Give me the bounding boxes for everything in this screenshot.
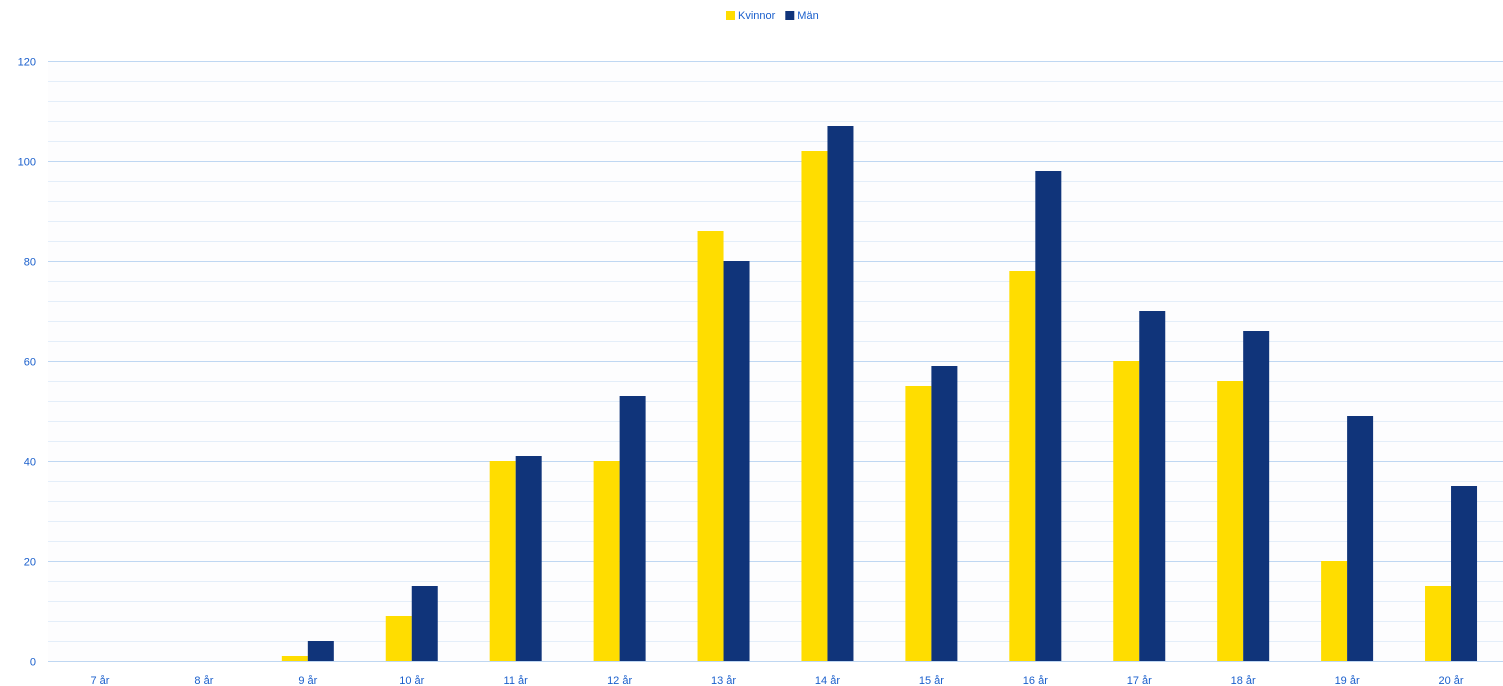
y-tick-label: 60: [24, 357, 36, 369]
x-tick-label: 8 år: [194, 675, 213, 686]
bar-kvinnor-2: [281, 656, 308, 661]
y-tick-label: 80: [24, 257, 36, 269]
bar-man-10: [1139, 311, 1166, 661]
legend-swatch: [785, 11, 795, 20]
x-tick-label: 14 år: [815, 675, 840, 686]
bar-man-6: [723, 261, 750, 661]
x-tick-label: 7 år: [90, 675, 109, 686]
x-axis: 7 år 8 år 9 år 10 år 11 år 12 år 13 år 14 år 15 …: [90, 675, 1463, 686]
x-tick-label: 13 år: [711, 675, 736, 686]
bar-man-11: [1243, 331, 1270, 661]
y-tick-label: 40: [24, 457, 36, 469]
legend: Kvinnor Män: [726, 10, 819, 22]
bar-kvinnor-4: [489, 461, 516, 661]
legend-label: Män: [797, 10, 818, 22]
x-tick-label: 9 år: [298, 675, 317, 686]
x-tick-label: 10 år: [399, 675, 424, 686]
y-tick-label: 120: [18, 57, 36, 69]
bar-kvinnor-13: [1425, 586, 1452, 661]
bar-man-7: [827, 126, 854, 661]
x-tick-label: 12 år: [607, 675, 632, 686]
bar-kvinnor-11: [1217, 381, 1244, 661]
y-axis: 0 20 40 60 80 100 120: [18, 57, 36, 669]
bar-man-2: [307, 641, 334, 661]
y-tick-label: 20: [24, 557, 36, 569]
bar-kvinnor-3: [385, 616, 412, 661]
bar-kvinnor-7: [801, 151, 828, 661]
x-tick-label: 17 år: [1127, 675, 1152, 686]
bar-kvinnor-6: [697, 231, 724, 661]
x-tick-label: 11 år: [504, 675, 529, 686]
x-tick-label: 15 år: [919, 675, 944, 686]
x-tick-label: 19 år: [1335, 675, 1360, 686]
y-tick-label: 0: [30, 657, 36, 669]
x-tick-label: 16 år: [1023, 675, 1048, 686]
bar-kvinnor-8: [905, 386, 932, 661]
bar-man-8: [931, 366, 958, 661]
x-tick-label: 20 år: [1438, 675, 1463, 686]
bar-kvinnor-12: [1321, 561, 1348, 661]
x-tick-label: 18 år: [1231, 675, 1256, 686]
bar-kvinnor-9: [1009, 271, 1036, 661]
y-tick-label: 100: [18, 157, 36, 169]
legend-label: Kvinnor: [738, 10, 776, 22]
bar-man-9: [1035, 171, 1062, 661]
bar-man-13: [1451, 486, 1478, 661]
bars: [281, 126, 1478, 661]
bar-man-12: [1347, 416, 1374, 661]
bar-man-5: [619, 396, 646, 661]
legend-swatch: [726, 11, 735, 20]
gridlines: [48, 61, 1503, 662]
bar-kvinnor-10: [1113, 361, 1140, 661]
bar-man-3: [411, 586, 438, 661]
bar-kvinnor-5: [593, 461, 620, 661]
bar-man-4: [515, 456, 542, 661]
